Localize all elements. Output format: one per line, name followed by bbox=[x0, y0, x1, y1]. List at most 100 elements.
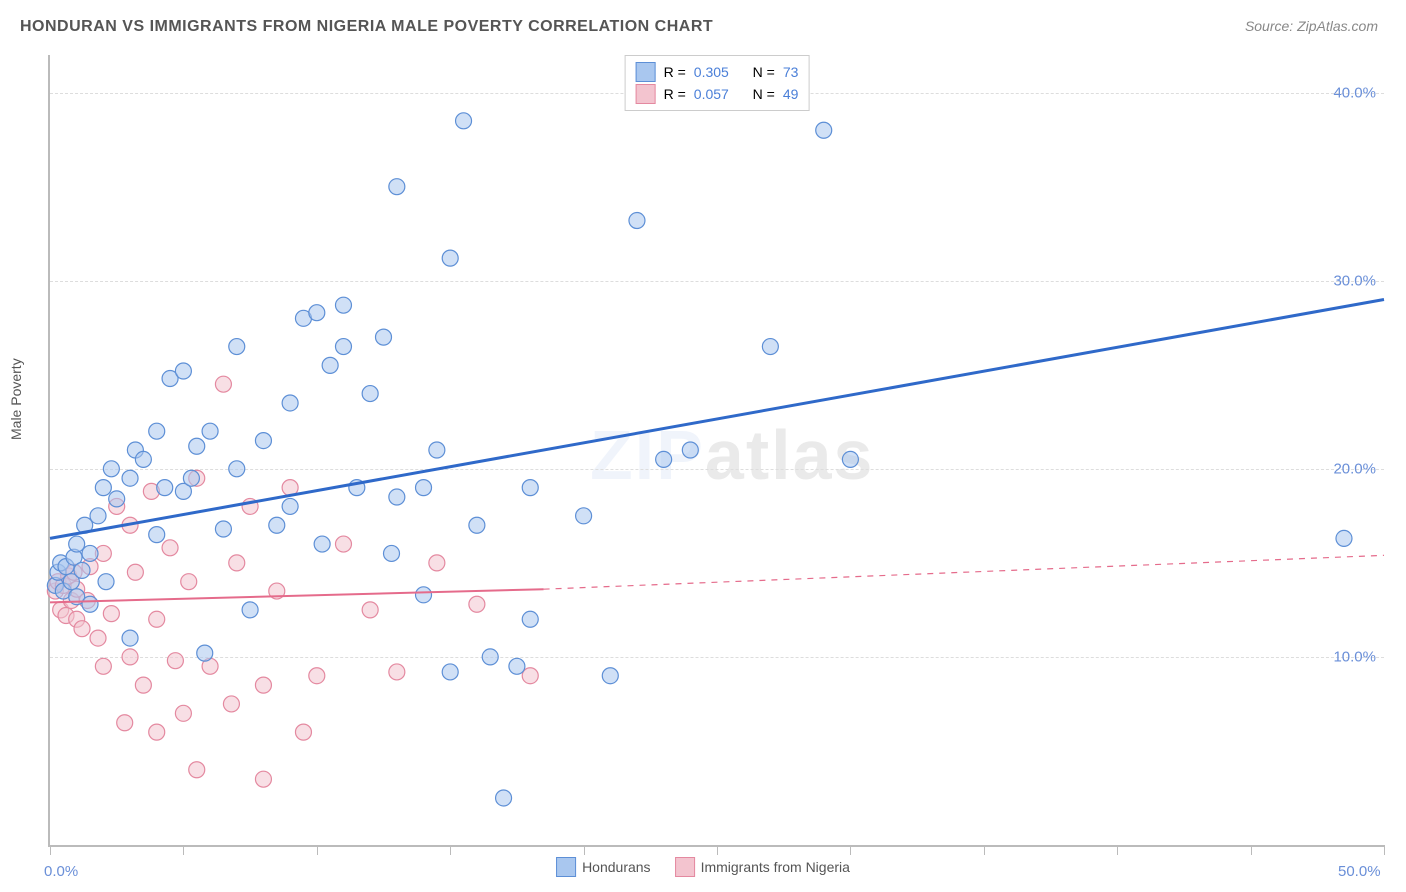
data-point bbox=[183, 470, 199, 486]
data-point bbox=[149, 611, 165, 627]
data-point bbox=[223, 696, 239, 712]
data-point bbox=[135, 677, 151, 693]
data-point bbox=[175, 363, 191, 379]
x-tick bbox=[1117, 845, 1118, 855]
data-point bbox=[522, 611, 538, 627]
trend-line bbox=[50, 300, 1384, 539]
n-label: N = bbox=[753, 64, 775, 80]
r-value-hondurans: 0.305 bbox=[694, 64, 729, 80]
x-tick bbox=[450, 845, 451, 855]
data-point bbox=[335, 297, 351, 313]
data-point bbox=[175, 705, 191, 721]
data-point bbox=[215, 376, 231, 392]
x-tick bbox=[850, 845, 851, 855]
data-point bbox=[242, 602, 258, 618]
data-point bbox=[576, 508, 592, 524]
x-tick bbox=[1384, 845, 1385, 855]
legend-row-nigeria: R = 0.057 N = 49 bbox=[636, 84, 799, 104]
data-point bbox=[135, 451, 151, 467]
data-point bbox=[842, 451, 858, 467]
data-point bbox=[322, 357, 338, 373]
data-point bbox=[282, 498, 298, 514]
swatch-nigeria bbox=[636, 84, 656, 104]
data-point bbox=[74, 621, 90, 637]
data-point bbox=[98, 574, 114, 590]
legend-item-nigeria: Immigrants from Nigeria bbox=[675, 857, 850, 877]
data-point bbox=[69, 536, 85, 552]
legend-label-hondurans: Hondurans bbox=[582, 859, 651, 875]
data-point bbox=[167, 653, 183, 669]
data-point bbox=[117, 715, 133, 731]
source-attribution: Source: ZipAtlas.com bbox=[1245, 18, 1378, 34]
n-value-hondurans: 73 bbox=[783, 64, 799, 80]
data-point bbox=[522, 668, 538, 684]
data-point bbox=[149, 527, 165, 543]
data-point bbox=[389, 179, 405, 195]
data-point bbox=[90, 508, 106, 524]
data-point bbox=[509, 658, 525, 674]
data-point bbox=[295, 724, 311, 740]
data-point bbox=[335, 339, 351, 355]
data-point bbox=[762, 339, 778, 355]
data-point bbox=[384, 545, 400, 561]
data-point bbox=[103, 461, 119, 477]
data-point bbox=[629, 213, 645, 229]
r-label: R = bbox=[664, 64, 686, 80]
r-label: R = bbox=[664, 86, 686, 102]
data-point bbox=[255, 771, 271, 787]
x-tick-label-max: 50.0% bbox=[1338, 863, 1381, 880]
y-axis-label: Male Poverty bbox=[8, 358, 24, 440]
data-point bbox=[82, 596, 98, 612]
data-point bbox=[362, 602, 378, 618]
data-point bbox=[389, 664, 405, 680]
x-tick bbox=[584, 845, 585, 855]
data-point bbox=[90, 630, 106, 646]
data-point bbox=[127, 564, 143, 580]
data-point bbox=[269, 517, 285, 533]
data-point bbox=[282, 395, 298, 411]
data-point bbox=[229, 339, 245, 355]
data-point bbox=[335, 536, 351, 552]
y-tick-label: 10.0% bbox=[1333, 648, 1376, 665]
data-point bbox=[362, 386, 378, 402]
data-point bbox=[416, 587, 432, 603]
data-point bbox=[122, 630, 138, 646]
legend-item-hondurans: Hondurans bbox=[556, 857, 651, 877]
scatter-svg bbox=[50, 55, 1384, 845]
x-tick bbox=[717, 845, 718, 855]
data-point bbox=[74, 562, 90, 578]
trend-line bbox=[544, 555, 1384, 589]
data-point bbox=[469, 517, 485, 533]
swatch-hondurans bbox=[556, 857, 576, 877]
data-point bbox=[656, 451, 672, 467]
data-point bbox=[202, 423, 218, 439]
data-point bbox=[189, 438, 205, 454]
data-point bbox=[255, 677, 271, 693]
data-point bbox=[157, 480, 173, 496]
data-point bbox=[1336, 530, 1352, 546]
data-point bbox=[229, 555, 245, 571]
data-point bbox=[162, 540, 178, 556]
plot-area: ZIPatlas R = 0.305 N = 73 R = 0.057 N = … bbox=[48, 55, 1384, 847]
data-point bbox=[429, 442, 445, 458]
data-point bbox=[429, 555, 445, 571]
data-point bbox=[109, 491, 125, 507]
x-tick-label-min: 0.0% bbox=[44, 863, 78, 880]
data-point bbox=[95, 658, 111, 674]
data-point bbox=[82, 545, 98, 561]
data-point bbox=[314, 536, 330, 552]
x-tick bbox=[50, 845, 51, 855]
data-point bbox=[181, 574, 197, 590]
swatch-hondurans bbox=[636, 62, 656, 82]
n-value-nigeria: 49 bbox=[783, 86, 799, 102]
data-point bbox=[255, 433, 271, 449]
data-point bbox=[816, 122, 832, 138]
r-value-nigeria: 0.057 bbox=[694, 86, 729, 102]
data-point bbox=[442, 664, 458, 680]
chart-title: HONDURAN VS IMMIGRANTS FROM NIGERIA MALE… bbox=[20, 18, 713, 36]
y-tick-label: 20.0% bbox=[1333, 460, 1376, 477]
data-point bbox=[309, 668, 325, 684]
data-point bbox=[149, 423, 165, 439]
data-point bbox=[149, 724, 165, 740]
y-tick-label: 40.0% bbox=[1333, 84, 1376, 101]
